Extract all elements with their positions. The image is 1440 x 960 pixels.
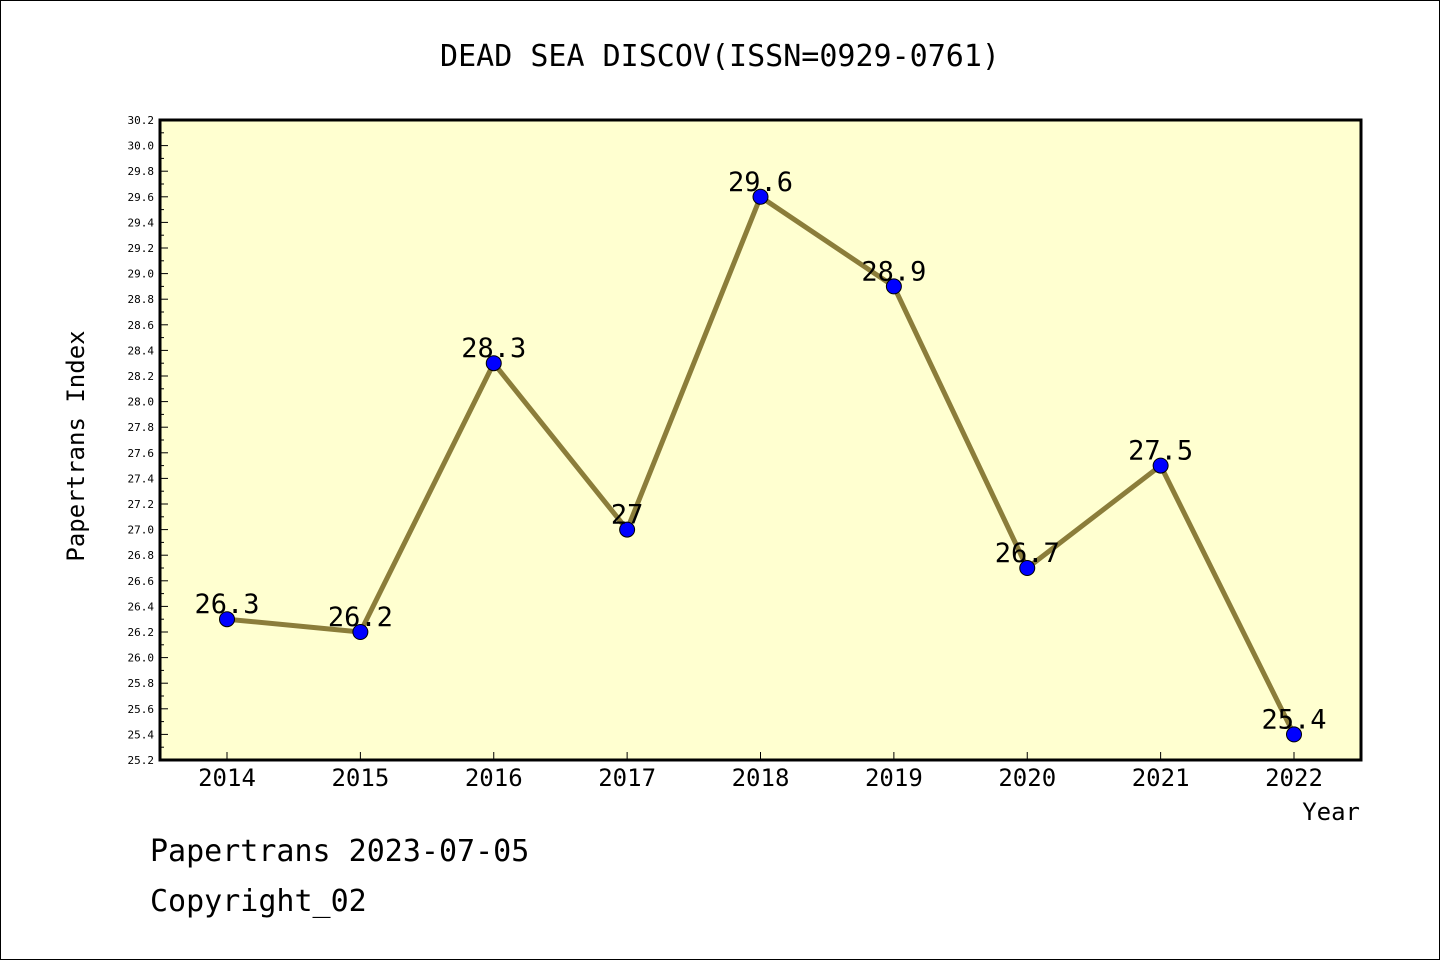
x-tick-label: 2016 [465,764,523,792]
series-layer: 26.3 26.2 28.3 27 29.6 28.9 26.7 27.5 25.4 [194,167,1327,743]
data-label: 27 [611,500,644,531]
x-tick-label: 2021 [1132,764,1190,792]
data-point-marker [352,624,369,640]
y-tick-label: 27.0 [128,524,155,537]
y-tick-label: 29.8 [128,165,155,178]
y-tick-label: 28.6 [128,319,155,332]
data-point-marker [885,278,902,295]
x-tick-label: 2015 [331,764,389,792]
x-axis-label: Year [1302,798,1360,826]
y-tick-label: 25.2 [128,754,155,767]
y-tick-label: 27.6 [128,447,155,460]
y-tick-label: 27.2 [128,498,155,511]
data-label: 29.6 [728,167,793,198]
y-tick-label: 30.0 [128,140,155,153]
x-axis-ticks: 2014 2015 2016 2017 2018 2019 2020 2021 2022 [198,752,1323,792]
y-tick-label: 25.4 [128,728,155,741]
data-label: 26.3 [194,589,259,620]
y-tick-label: 28.8 [128,293,155,306]
x-tick-label: 2017 [598,764,656,792]
y-tick-label: 29.4 [128,216,155,229]
y-tick-label: 26.2 [128,626,155,639]
y-axis-ticks: 25.2 25.4 25.6 25.8 26.0 26.2 26.4 26.6 26.8 27.0… [128,114,168,767]
y-tick-label: 25.8 [128,677,155,690]
y-tick-label: 28.2 [128,370,155,383]
data-label: 27.5 [1128,436,1193,467]
y-tick-label: 26.8 [128,549,155,562]
data-point-marker [752,188,769,205]
plot-area [160,120,1361,760]
data-label: 26.2 [328,602,393,633]
data-point-marker [619,521,636,538]
x-tick-label: 2020 [998,764,1056,792]
y-tick-label: 27.4 [128,472,155,485]
data-label: 28.9 [861,256,926,287]
x-tick-label: 2018 [732,764,790,792]
y-tick-label: 28.0 [128,396,155,409]
chart-title: DEAD SEA DISCOV(ISSN=0929-0761) [440,39,1000,74]
data-label: 28.3 [461,333,526,364]
data-label: 25.4 [1261,704,1326,735]
x-tick-label: 2019 [865,764,923,792]
plot-border [158,118,1363,762]
y-tick-label: 26.6 [128,575,155,588]
y-axis-label: Papertrans Index [62,330,90,561]
data-point-marker [1152,457,1169,474]
data-point-marker [485,355,502,372]
y-tick-label: 25.6 [128,703,155,716]
y-tick-label: 30.2 [128,114,155,127]
y-tick-label: 27.8 [128,421,155,434]
y-tick-label: 29.6 [128,191,155,204]
data-point-marker [1286,726,1302,743]
y-tick-label: 26.0 [128,652,155,665]
y-tick-label: 29.0 [128,268,155,281]
data-point-marker [219,611,235,628]
data-point-marker [1019,560,1036,576]
footer-copyright-text: Copyright_02 [150,884,367,919]
y-tick-label: 29.2 [128,242,155,255]
x-tick-label: 2014 [198,764,256,792]
x-tick-label: 2022 [1265,764,1323,792]
y-tick-label: 26.4 [128,600,155,613]
y-tick-label: 28.4 [128,344,155,357]
footer-date-text: Papertrans 2023-07-05 [150,834,530,869]
data-label: 26.7 [995,538,1060,569]
